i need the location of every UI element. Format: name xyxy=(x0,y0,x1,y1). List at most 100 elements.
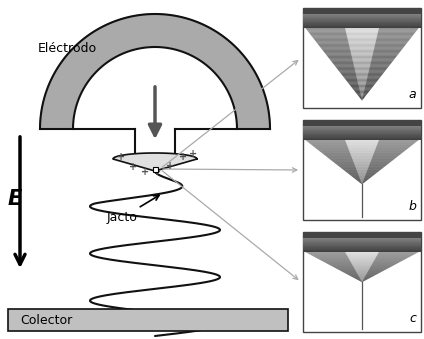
Polygon shape xyxy=(362,281,364,282)
Polygon shape xyxy=(372,57,396,58)
Text: +: + xyxy=(189,149,197,159)
Text: +: + xyxy=(141,167,149,177)
Polygon shape xyxy=(371,159,394,160)
Bar xyxy=(303,8,421,14)
Polygon shape xyxy=(348,82,358,84)
Polygon shape xyxy=(318,149,349,150)
Polygon shape xyxy=(40,14,270,162)
Polygon shape xyxy=(379,140,418,141)
Polygon shape xyxy=(333,63,391,64)
Polygon shape xyxy=(327,263,352,264)
Polygon shape xyxy=(303,134,421,135)
Polygon shape xyxy=(334,162,391,163)
Polygon shape xyxy=(340,73,356,74)
Polygon shape xyxy=(328,57,352,58)
Polygon shape xyxy=(332,62,353,63)
Polygon shape xyxy=(334,64,354,65)
Polygon shape xyxy=(372,156,398,157)
Polygon shape xyxy=(366,81,377,82)
Polygon shape xyxy=(333,161,354,162)
Polygon shape xyxy=(365,84,375,85)
Polygon shape xyxy=(338,165,355,166)
Polygon shape xyxy=(312,37,412,38)
Polygon shape xyxy=(372,263,397,264)
Polygon shape xyxy=(318,45,349,46)
Polygon shape xyxy=(371,264,395,265)
Polygon shape xyxy=(367,76,381,78)
Polygon shape xyxy=(377,255,413,256)
Polygon shape xyxy=(368,73,384,74)
Polygon shape xyxy=(331,61,353,62)
Polygon shape xyxy=(307,31,417,32)
Polygon shape xyxy=(346,80,378,81)
Polygon shape xyxy=(344,78,357,79)
Polygon shape xyxy=(368,270,385,271)
Polygon shape xyxy=(303,245,421,246)
Polygon shape xyxy=(354,91,370,92)
Polygon shape xyxy=(305,252,345,253)
Polygon shape xyxy=(337,268,388,269)
Polygon shape xyxy=(303,128,421,129)
Polygon shape xyxy=(303,27,421,28)
Polygon shape xyxy=(351,175,359,176)
Polygon shape xyxy=(365,176,372,177)
Polygon shape xyxy=(315,257,348,258)
Polygon shape xyxy=(330,59,394,61)
Polygon shape xyxy=(365,277,371,278)
Polygon shape xyxy=(113,153,197,171)
Polygon shape xyxy=(333,266,391,267)
Polygon shape xyxy=(360,281,362,282)
Polygon shape xyxy=(369,268,388,269)
Polygon shape xyxy=(345,273,379,274)
Polygon shape xyxy=(338,269,355,270)
Polygon shape xyxy=(321,47,350,48)
Polygon shape xyxy=(317,42,349,44)
Polygon shape xyxy=(369,70,385,72)
Polygon shape xyxy=(325,262,351,263)
Polygon shape xyxy=(321,260,404,261)
Polygon shape xyxy=(308,142,346,143)
Polygon shape xyxy=(361,99,362,100)
Polygon shape xyxy=(303,25,421,26)
Polygon shape xyxy=(303,16,421,17)
Polygon shape xyxy=(374,260,404,261)
Polygon shape xyxy=(303,133,421,134)
Polygon shape xyxy=(370,267,389,268)
Polygon shape xyxy=(347,274,377,275)
Polygon shape xyxy=(337,68,388,69)
Polygon shape xyxy=(366,173,376,174)
Polygon shape xyxy=(313,146,348,147)
Text: E: E xyxy=(8,189,22,209)
Polygon shape xyxy=(374,50,402,51)
Polygon shape xyxy=(315,40,348,41)
Polygon shape xyxy=(309,254,346,255)
Polygon shape xyxy=(335,65,354,67)
Polygon shape xyxy=(308,32,346,33)
Polygon shape xyxy=(335,267,354,268)
Polygon shape xyxy=(303,22,421,23)
Polygon shape xyxy=(354,89,360,91)
Polygon shape xyxy=(363,182,365,183)
Polygon shape xyxy=(375,150,405,151)
Polygon shape xyxy=(353,177,360,178)
Polygon shape xyxy=(358,280,361,281)
Polygon shape xyxy=(303,241,421,242)
Polygon shape xyxy=(333,63,354,64)
Polygon shape xyxy=(363,97,365,98)
Polygon shape xyxy=(354,91,360,92)
Polygon shape xyxy=(73,47,237,134)
Text: c: c xyxy=(409,312,416,325)
Polygon shape xyxy=(326,156,398,157)
Text: b: b xyxy=(408,200,416,213)
Polygon shape xyxy=(372,56,397,57)
Bar xyxy=(303,8,421,28)
Polygon shape xyxy=(371,265,393,266)
Polygon shape xyxy=(323,51,351,52)
Polygon shape xyxy=(379,29,418,31)
Polygon shape xyxy=(303,238,421,239)
Bar xyxy=(303,8,421,108)
Polygon shape xyxy=(323,51,401,52)
Polygon shape xyxy=(343,272,381,273)
Polygon shape xyxy=(351,86,373,87)
Polygon shape xyxy=(321,48,350,50)
